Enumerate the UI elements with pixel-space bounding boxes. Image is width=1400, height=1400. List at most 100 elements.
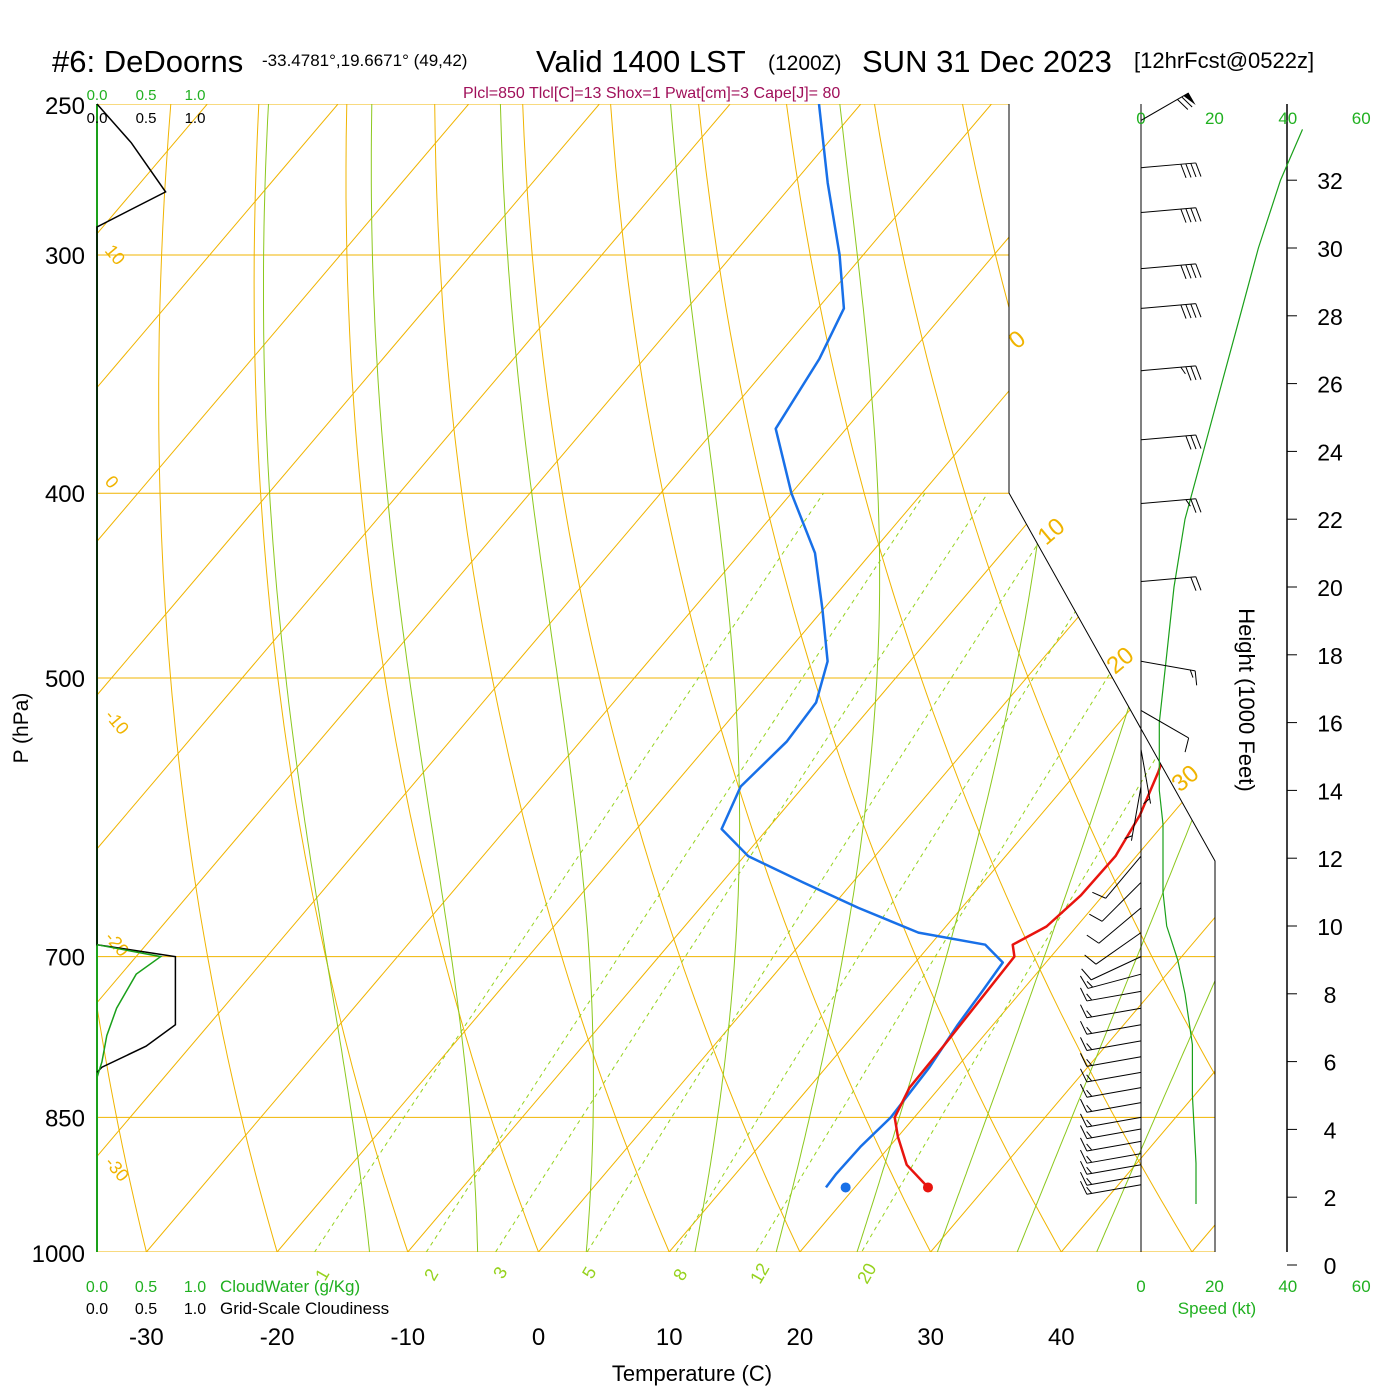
wind-barb [1084,932,1142,965]
isotherm-line [97,104,600,1252]
barb-feather [1180,164,1187,179]
moist-adiabat-line [765,104,881,1252]
dry-adiabat-line [158,104,278,1252]
wind-barb [1080,1020,1142,1035]
barb-staff [1130,786,1142,841]
barb-staff [1140,263,1196,270]
isotherm-line [97,104,339,1252]
barb-feather [1080,1037,1088,1051]
barb-feather [1185,208,1192,223]
forecast-issue: [12hrFcst@0522z] [1134,48,1314,73]
barb-feather [1185,435,1192,450]
height-tick-label: 14 [1317,778,1343,804]
pressure-tick-label: 300 [45,243,85,270]
wind-barb [1140,365,1202,381]
barb-feather [1190,207,1197,222]
station-coords: -33.4781°,19.6671° (49,42) [262,51,467,70]
barb-staff [1086,1007,1142,1019]
barb-feather [1086,1043,1093,1050]
height-tick-label: 6 [1324,1050,1337,1076]
moist-adiabat-line [921,104,1215,1252]
moist-adiabat-line [499,104,594,1252]
dry-adiabat-line [874,104,1215,1252]
barb-staff [1140,162,1196,169]
barb-staff [1090,956,1142,981]
wind-panel: 0246810121416182022242628303200202040406… [1079,92,1371,1318]
barb-feather [1195,162,1202,177]
barb-staff [1101,882,1142,922]
barb-staff [1140,434,1196,441]
barb-feather [1086,1089,1093,1097]
mixing-ratio-label: 12 [746,1260,773,1287]
pressure-tick-label: 700 [45,945,85,972]
wind-barb [1140,162,1202,179]
height-tick-label: 10 [1317,914,1343,940]
speed-bottom-tick: 60 [1352,1277,1371,1296]
cloudiness-bottom-tick: 0.5 [135,1301,157,1318]
barb-feather [1086,981,1094,988]
wind-barb [1080,1180,1142,1195]
barb-feather [1086,1074,1093,1082]
barb-feather [1086,993,1093,1001]
barb-staff [1095,932,1142,965]
wind-barb [1080,1125,1142,1140]
barb-feather [1086,1155,1093,1163]
barb-feather [1080,1098,1088,1113]
pressure-tick-label: 1000 [32,1241,85,1268]
wind-barb [1080,1149,1142,1164]
speed-bottom-tick: 20 [1205,1277,1224,1296]
cloud-panel: 0.0 0.0 0.0 0.0 0.5 0.5 0.5 0.5 1.0 1.0 1.0 1.0 Clou… [86,87,389,1318]
wind-barb [1080,1160,1142,1175]
speed-top-tick: 0 [1136,109,1145,128]
wind-barb [1086,907,1142,944]
wind-barb [1080,1037,1142,1051]
cloud-water-legend: CloudWater (g/Kg) [220,1277,360,1296]
wind-barb [1140,660,1198,686]
height-tick-label: 30 [1317,236,1343,262]
barb-staff [1086,1153,1142,1164]
cloudiness-top-tick: 1.0 [185,110,206,127]
moist-adiabat-line [370,104,479,1252]
barb-feather [1092,891,1106,899]
barb-feather [1180,366,1186,375]
wind-barb [1080,1004,1142,1019]
barb-staff [1086,1175,1142,1186]
surface-temperature-dot [922,1182,933,1193]
barb-feather [1086,1186,1093,1194]
wind-barb [1140,498,1202,513]
cloudiness-top-tick: 0.5 [136,110,157,127]
barb-staff [1086,1140,1142,1152]
barb-feather [1081,968,1092,981]
barb-staff [1086,1071,1142,1083]
mixing-ratio-label: 5 [578,1263,600,1282]
barb-staff [1086,1102,1142,1113]
isotherm-line [407,104,1215,1252]
barb-staff [1086,1040,1142,1051]
barb-feather [1190,303,1197,318]
barb-feather [1195,434,1202,449]
barb-feather [1086,1058,1093,1066]
isotherm-label: 0 [101,472,123,493]
x-axis-title: Temperature (C) [612,1361,772,1386]
temperature-tick-label: -10 [390,1324,425,1351]
barb-feather [1190,576,1197,591]
cloud-water-top-tick: 0.5 [136,87,157,104]
mixing-ratio-line [561,492,1071,1252]
dry-adiabat-label: 0 [1004,325,1032,354]
dry-adiabat-line [522,104,801,1252]
wind-barb [1140,710,1190,753]
cloud-water-bottom-tick: 0.0 [86,1279,108,1296]
barb-feather [1195,498,1202,513]
isotherm-label: 10 [101,241,129,269]
temperature-tick-label: 30 [917,1324,944,1351]
barb-staff [1086,1164,1142,1175]
isotherm-line [97,104,731,1252]
wind-barb [1080,1113,1142,1128]
wind-barb [1080,1053,1142,1067]
forecast-date: SUN 31 Dec 2023 [862,44,1112,79]
pressure-tick-label: 850 [45,1105,85,1132]
barb-staff [1140,303,1196,309]
barb-staff [1086,1116,1142,1128]
temperature-tick-label: 10 [656,1324,683,1351]
